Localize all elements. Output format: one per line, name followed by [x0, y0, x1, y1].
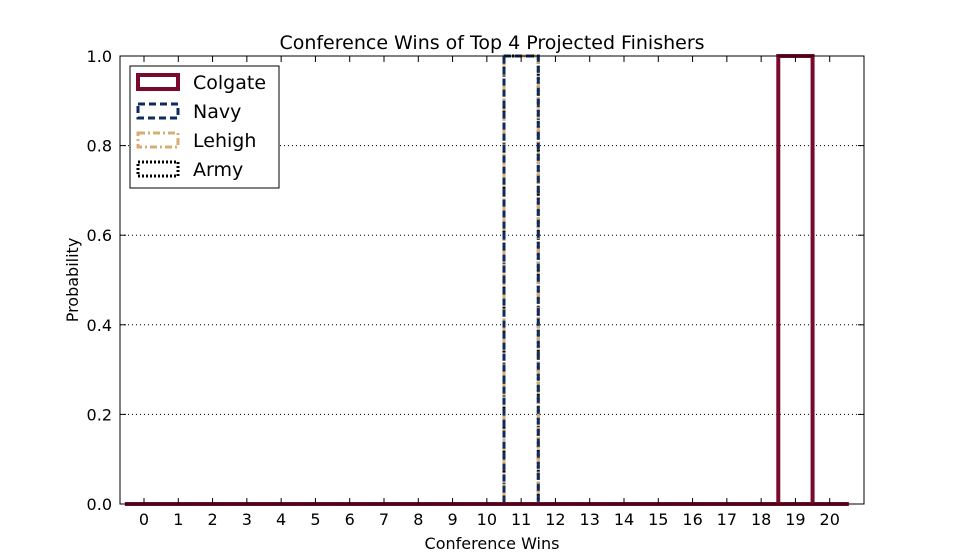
x-tick-label: 11	[511, 510, 531, 529]
y-tick-label: 0.4	[87, 316, 112, 335]
x-tick-label: 14	[614, 510, 634, 529]
legend-swatch-navy	[136, 102, 180, 120]
x-tick-label: 15	[648, 510, 668, 529]
x-tick-label: 20	[820, 510, 840, 529]
x-tick-label: 9	[447, 510, 457, 529]
plot-frame	[119, 55, 865, 505]
chart-title: Conference Wins of Top 4 Projected Finis…	[279, 32, 704, 54]
x-tick-label: 6	[345, 510, 355, 529]
x-axis-title: Conference Wins	[425, 534, 560, 553]
x-tick-label: 18	[751, 510, 771, 529]
legend-swatch-colgate	[136, 73, 180, 91]
y-tick-label: 0.2	[87, 405, 112, 424]
x-tick-label: 19	[785, 510, 805, 529]
x-tick-label: 0	[139, 510, 149, 529]
ticks: 0 1 2 3 4 5 6 7 8 9 10 11 12 13 14 15 16 17 18 19 200.00.20.…	[87, 47, 864, 529]
x-tick-label: 3	[242, 510, 252, 529]
legend-box	[129, 65, 280, 189]
x-tick-label: 16	[682, 510, 702, 529]
x-tick-label: 4	[276, 510, 286, 529]
legend: Colgate Navy Lehigh Army	[129, 65, 280, 189]
legend-label-army: Army	[193, 159, 243, 181]
x-tick-label: 13	[580, 510, 600, 529]
x-tick-label: 5	[310, 510, 320, 529]
x-tick-label: 8	[413, 510, 423, 529]
y-tick-label: 0.8	[87, 137, 112, 156]
legend-label-lehigh: Lehigh	[193, 130, 256, 152]
legend-label-colgate: Colgate	[193, 72, 266, 94]
x-tick-label: 7	[379, 510, 389, 529]
y-tick-label: 0.6	[87, 226, 112, 245]
legend-swatch-lehigh	[136, 131, 180, 149]
x-tick-label: 2	[207, 510, 217, 529]
legend-swatch-army	[136, 160, 180, 178]
x-tick-label: 17	[717, 510, 737, 529]
x-tick-label: 12	[545, 510, 565, 529]
x-tick-label: 1	[173, 510, 183, 529]
y-tick-label: 0.0	[87, 495, 112, 514]
x-tick-label: 10	[477, 510, 497, 529]
legend-label-navy: Navy	[193, 101, 241, 123]
y-axis-title: Probability	[63, 238, 82, 323]
y-tick-label: 1.0	[87, 47, 112, 66]
